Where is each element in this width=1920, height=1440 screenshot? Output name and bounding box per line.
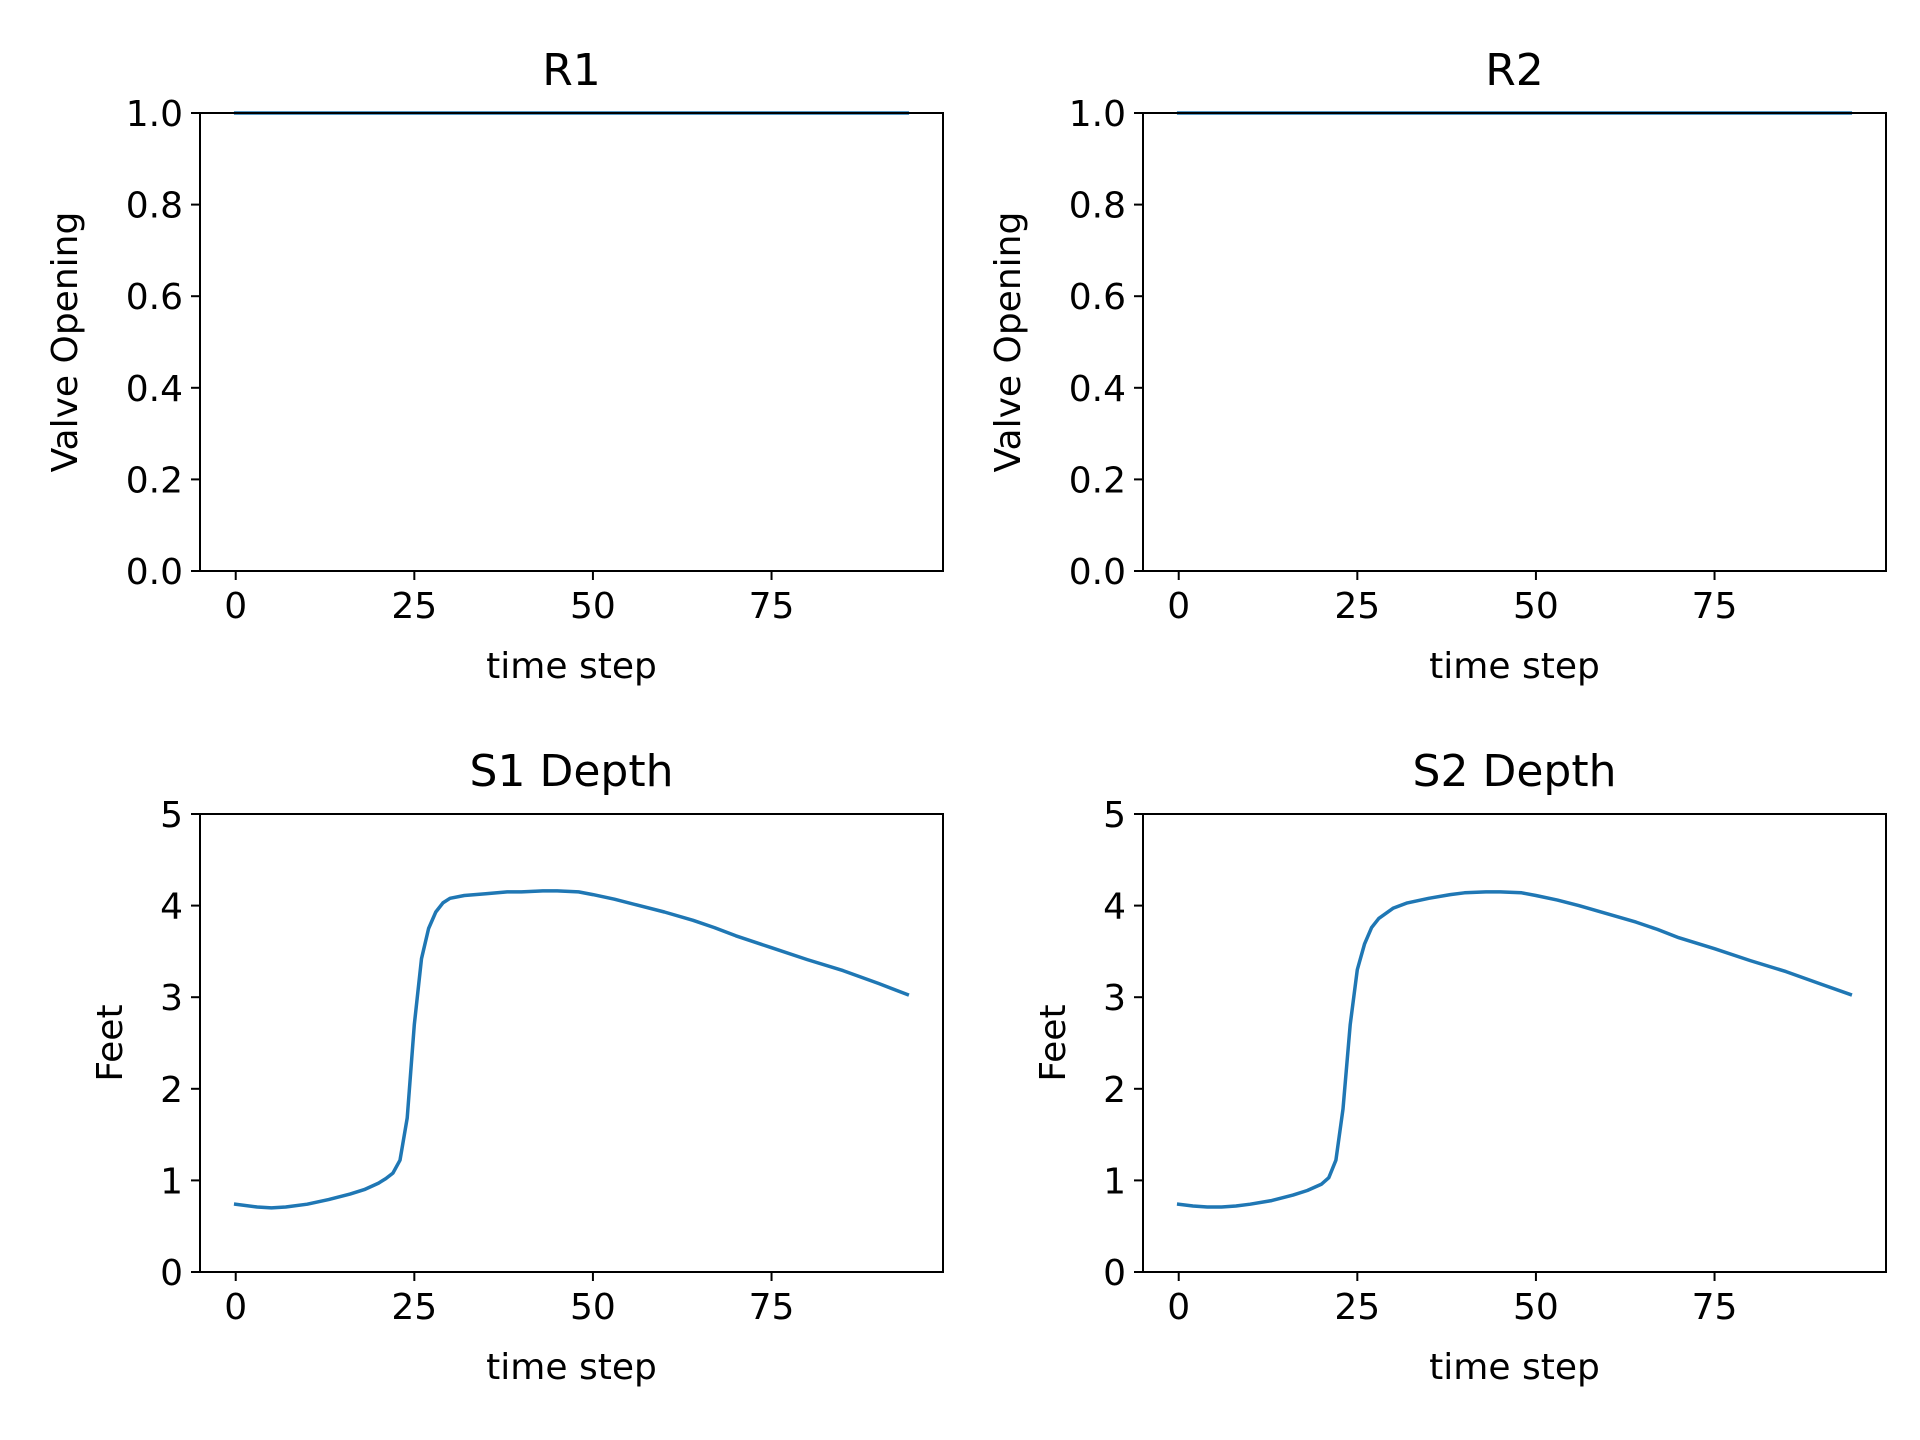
s2-depth-chart: 0 25 50 75 0 1 2 3 4 5 S2 Depth time step Feet [1033, 746, 1887, 1388]
x-tick-label: 25 [1334, 586, 1380, 627]
y-tick-label: 0.6 [1069, 277, 1126, 318]
y-axis-label: Feet [1033, 1004, 1074, 1081]
y-tick-label: 2 [160, 1070, 183, 1111]
x-axis-label: time step [486, 646, 657, 687]
y-tick-label: 0.4 [1069, 369, 1126, 410]
y-tick-label: 3 [160, 978, 183, 1019]
x-tick-label: 50 [570, 586, 616, 627]
r2-chart: 0 25 50 75 0.0 0.2 0.4 0.6 0.8 1.0 R2 time step Valv… [988, 45, 1887, 687]
x-tick-label: 0 [1167, 1287, 1190, 1328]
r1-title: R1 [542, 45, 601, 96]
y-axis-label: Valve Opening [988, 212, 1029, 473]
x-tick-label: 0 [1167, 586, 1190, 627]
y-tick-label: 0 [1103, 1253, 1126, 1294]
x-axis-label: time step [1429, 646, 1600, 687]
y-tick-label: 0 [160, 1253, 183, 1294]
s1-depth-series-line [233, 889, 910, 1210]
y-tick-label: 1.0 [126, 94, 183, 135]
y-tick-label: 0.6 [126, 277, 183, 318]
y-tick-label: 0.8 [1069, 186, 1126, 227]
r1-axes-frame [199, 112, 944, 572]
x-tick-label: 25 [391, 1287, 437, 1328]
y-tick-label: 1.0 [1069, 94, 1126, 135]
s1-depth-axes-frame [199, 813, 944, 1273]
x-tick-label: 50 [570, 1287, 616, 1328]
x-tick-label: 0 [224, 586, 247, 627]
y-tick-label: 3 [1103, 978, 1126, 1019]
r1-chart: 0 25 50 75 0.0 0.2 0.4 0.6 0.8 1.0 R1 time step Valv… [45, 45, 944, 687]
x-tick-label: 25 [391, 586, 437, 627]
s2-depth-title: S2 Depth [1413, 746, 1617, 797]
s2-depth-axes-frame [1142, 813, 1887, 1273]
y-axis-label: Feet [90, 1004, 131, 1081]
x-tick-label: 50 [1513, 1287, 1559, 1328]
y-tick-label: 5 [1103, 795, 1126, 836]
y-axis-label: Valve Opening [45, 212, 86, 473]
y-tick-label: 0.0 [126, 552, 183, 593]
y-tick-label: 5 [160, 795, 183, 836]
y-tick-label: 4 [160, 887, 183, 928]
y-tick-label: 4 [1103, 887, 1126, 928]
y-tick-label: 2 [1103, 1070, 1126, 1111]
y-tick-label: 0.2 [1069, 460, 1126, 501]
s1-depth-title: S1 Depth [470, 746, 674, 797]
y-tick-label: 1 [160, 1161, 183, 1202]
x-axis-label: time step [1429, 1347, 1600, 1388]
y-tick-label: 0.4 [126, 369, 183, 410]
y-tick-label: 0.0 [1069, 552, 1126, 593]
x-tick-label: 50 [1513, 586, 1559, 627]
y-tick-label: 0.2 [126, 460, 183, 501]
r2-axes-frame [1142, 112, 1887, 572]
y-tick-label: 1 [1103, 1161, 1126, 1202]
x-tick-label: 75 [749, 586, 795, 627]
x-tick-label: 0 [224, 1287, 247, 1328]
y-tick-label: 0.8 [126, 186, 183, 227]
s2-depth-series-line [1176, 890, 1853, 1209]
x-axis-label: time step [486, 1347, 657, 1388]
x-tick-label: 75 [749, 1287, 795, 1328]
x-tick-label: 75 [1692, 1287, 1738, 1328]
r2-title: R2 [1485, 45, 1544, 96]
x-tick-label: 75 [1692, 586, 1738, 627]
s1-depth-chart: 0 25 50 75 0 1 2 3 4 5 S1 Depth time step Feet [90, 746, 944, 1388]
x-tick-label: 25 [1334, 1287, 1380, 1328]
